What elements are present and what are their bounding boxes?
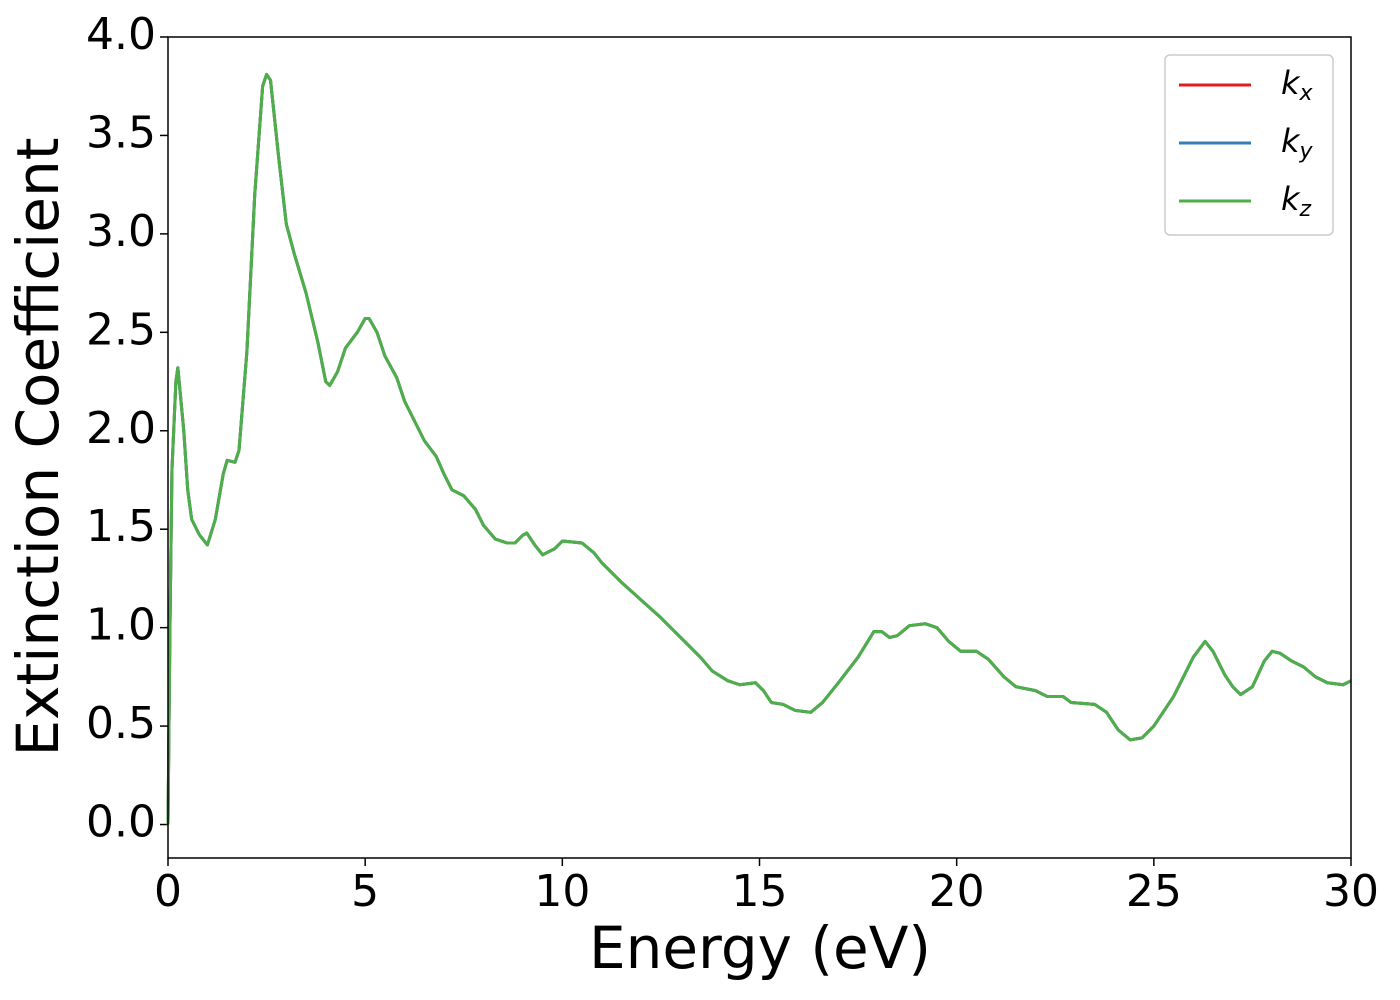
data-line [166, 72, 1352, 825]
y-axis-label: Extinction Coefficient [4, 138, 72, 757]
x-tick-label: 30 [1323, 866, 1379, 917]
y-tick-label: 4.0 [86, 9, 156, 60]
x-tick-label: 10 [534, 866, 590, 917]
legend-label: ky [1281, 122, 1314, 164]
y-tick-label: 0.0 [86, 797, 156, 848]
x-tick-label: 25 [1126, 866, 1182, 917]
y-tick-label: 3.5 [86, 107, 156, 158]
x-axis-label: Energy (eV) [589, 914, 931, 982]
x-tick-label: 0 [154, 866, 182, 917]
legend-label: kz [1281, 180, 1312, 222]
legend-box [1164, 54, 1334, 236]
plot-frame [167, 36, 1352, 859]
y-tick-label: 1.5 [86, 501, 156, 552]
x-tick-label: 20 [929, 866, 985, 917]
y-tick-label: 2.0 [86, 403, 156, 454]
y-tick-label: 1.0 [86, 600, 156, 651]
legend: kx ky kz [1164, 54, 1334, 236]
x-tick-label: 15 [732, 866, 788, 917]
y-tick-label: 0.5 [86, 698, 156, 749]
y-tick-label: 2.5 [86, 304, 156, 355]
y-tick-label: 3.0 [86, 206, 156, 257]
legend-label: kx [1281, 64, 1314, 106]
x-tick-label: 5 [351, 866, 379, 917]
